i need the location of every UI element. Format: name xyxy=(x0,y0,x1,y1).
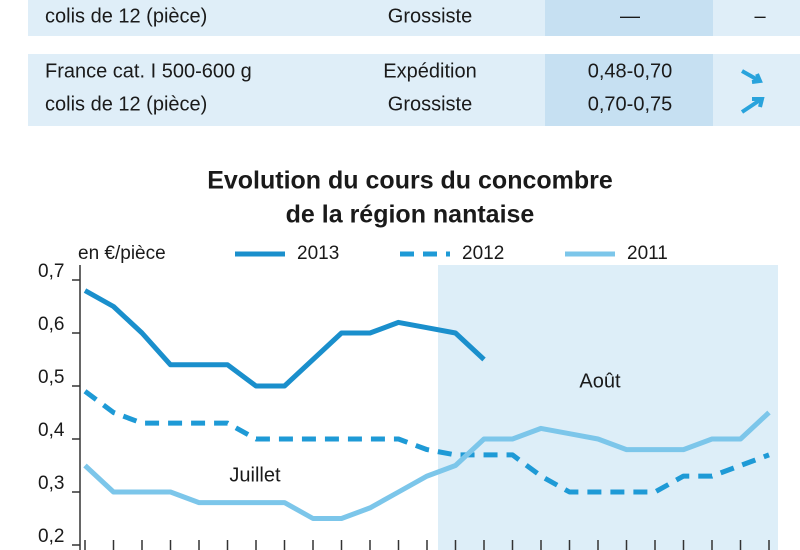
series-line xyxy=(83,410,771,521)
series-line xyxy=(83,288,486,389)
trend-up-arrow xyxy=(740,97,765,114)
y-tick-label: 0,3 xyxy=(38,473,64,494)
table-cell: Grossiste xyxy=(388,93,472,115)
legend-label: 2011 xyxy=(627,243,668,264)
y-tick-label: 0,6 xyxy=(38,314,64,335)
price-cell-bg xyxy=(545,0,713,36)
legend-label: 2013 xyxy=(297,243,339,264)
price-cell-bg xyxy=(545,54,713,126)
table-cell: 0,70-0,75 xyxy=(588,93,673,115)
august-region xyxy=(438,265,778,550)
table-cell: France cat. I 500-600 g xyxy=(45,60,252,82)
series-line xyxy=(83,389,770,495)
y-axis-label: en €/pièce xyxy=(78,243,166,264)
annotation: Juillet xyxy=(229,464,281,486)
y-tick-label: 0,4 xyxy=(38,420,65,441)
table-cell: Grossiste xyxy=(388,5,472,27)
table-cell: Expédition xyxy=(383,60,476,82)
table-cell: colis de 12 (pièce) xyxy=(45,93,207,115)
table-cell: – xyxy=(754,5,766,27)
legend-label: 2012 xyxy=(462,243,504,264)
chart-title: Evolution du cours du concombre xyxy=(207,167,613,195)
y-tick-label: 0,7 xyxy=(38,261,64,282)
table-cell: 0,48-0,70 xyxy=(588,60,673,82)
y-tick-label: 0,5 xyxy=(38,367,64,388)
table-cell: — xyxy=(620,5,640,27)
chart-title: de la région nantaise xyxy=(286,201,535,229)
trend-down-arrow xyxy=(741,69,763,84)
y-tick-label: 0,2 xyxy=(38,526,64,547)
table-cell: colis de 12 (pièce) xyxy=(45,5,207,27)
annotation: Août xyxy=(579,370,621,392)
